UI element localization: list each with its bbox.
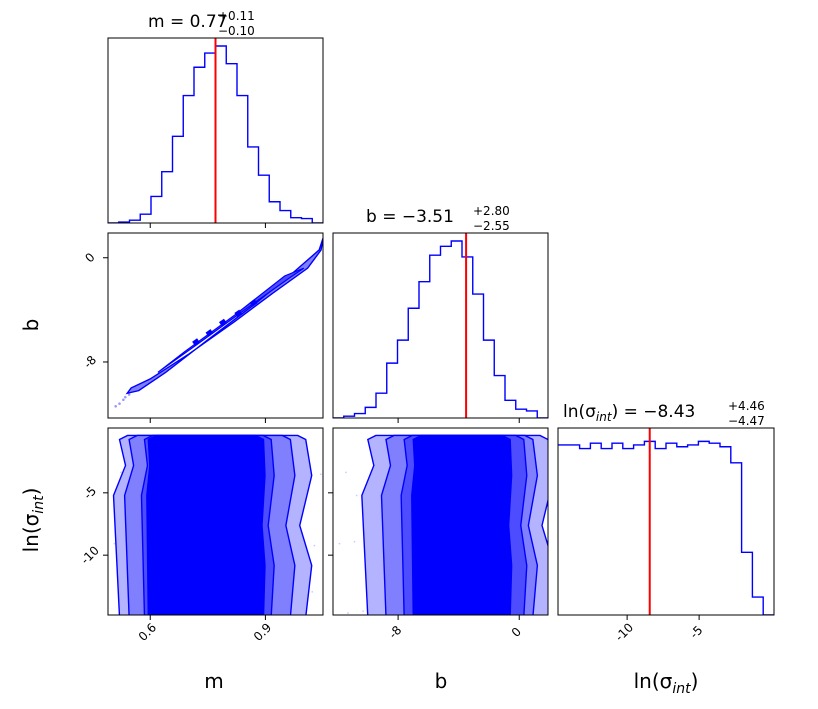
title-m: m = 0.77 [148, 12, 227, 32]
title-b-plus: +2.80 [473, 204, 510, 218]
contour-level-0 [411, 434, 513, 615]
xtick-label-m-0: 0.6 [136, 620, 159, 643]
contour-b-vs-m-panel: -8 0 [81, 232, 324, 423]
xtick-label-b-1: 0 [509, 625, 524, 640]
contour-lnsigma-vs-b-panel: -8 0 [328, 427, 549, 641]
scatter-point [123, 395, 127, 399]
scatter-point [355, 494, 358, 497]
scatter-point [127, 393, 131, 396]
ytick-label-b-1: 0 [82, 250, 97, 265]
histogram-ln_sigma_int-steps [558, 440, 774, 615]
histogram-b-frame [332, 232, 549, 419]
title-ln-sigma-plus: +4.46 [728, 399, 765, 413]
title-b-minus: −2.55 [473, 219, 510, 233]
contour-core [219, 318, 227, 327]
ylabel-b: b [19, 319, 43, 332]
contour-inner [157, 267, 305, 373]
xtick-label-m-1: 0.9 [251, 620, 274, 643]
xtick-label-ln_sigma_int-0: -10 [612, 620, 636, 644]
histogram-m-panel [107, 37, 324, 228]
scatter-point [319, 473, 322, 476]
scatter-point [118, 402, 121, 405]
xlabel-b: b [435, 669, 448, 693]
p20-frame [107, 427, 324, 616]
scatter-point [362, 610, 364, 613]
title-m-plus: +0.11 [218, 9, 255, 23]
contour-outer [125, 237, 323, 395]
title-ln-sigma: ln(σint) = −8.43 [563, 402, 695, 424]
title-b: b = −3.51 [366, 207, 454, 227]
title-ln-sigma-minus: −4.47 [728, 414, 765, 428]
scatter-point [313, 544, 316, 547]
p21-frame [332, 427, 549, 616]
ytick-label-ln_sigma_int-1: -5 [81, 484, 99, 502]
xtick-label-b-0: -8 [386, 623, 404, 641]
contour-lnsigma-vs-m-panel: 0.6 0.9 -10 -5 [78, 427, 324, 644]
xtick-label-ln_sigma_int-1: -5 [687, 623, 705, 641]
contour-core [192, 338, 200, 346]
histogram-lnsigma-panel: -10 -5 [557, 427, 775, 644]
scatter-point [345, 471, 347, 474]
ylabel-ln-sigma: ln(σint) [19, 488, 47, 553]
histogram-b-steps [333, 240, 548, 418]
scatter-point [114, 404, 117, 408]
histogram-b-panel [332, 232, 549, 423]
title-m-minus: −0.10 [218, 24, 255, 38]
contour-core [205, 329, 214, 337]
contour-core [234, 309, 243, 318]
contour-core [249, 299, 258, 307]
xlabel-m: m [204, 669, 223, 693]
scatter-point [311, 590, 314, 593]
scatter-point [338, 542, 341, 545]
histogram-ln_sigma_int-frame [557, 427, 775, 616]
xlabel-ln-sigma: ln(σint) [634, 669, 699, 697]
scatter-point [353, 540, 356, 543]
scatter-point [120, 471, 122, 474]
scatter-point [347, 612, 349, 614]
ytick-label-b-0: -8 [81, 353, 99, 371]
histogram-m-frame [107, 37, 324, 224]
contour-b-vs-m-frame [107, 232, 324, 419]
contour-level-0 [146, 434, 266, 615]
ytick-label-ln_sigma_int-0: -10 [78, 543, 102, 567]
scatter-point [113, 542, 116, 545]
scatter-point [122, 398, 125, 402]
